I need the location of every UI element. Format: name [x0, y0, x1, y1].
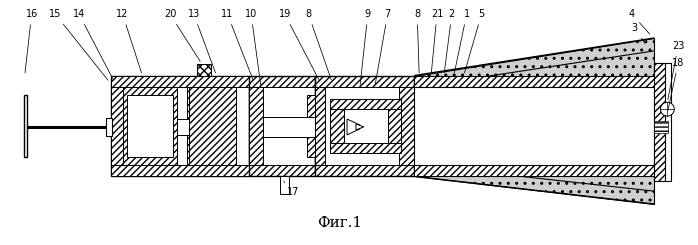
Text: Фиг.1: Фиг.1 [318, 216, 363, 230]
Text: 18: 18 [668, 58, 684, 110]
Bar [197, 64, 211, 75]
Bar [655, 121, 669, 133]
Text: 20: 20 [164, 9, 200, 61]
Text: 1: 1 [454, 9, 470, 73]
Bar [655, 63, 667, 181]
Text: 10: 10 [245, 9, 260, 85]
Bar [330, 109, 344, 143]
Bar [111, 75, 249, 87]
Bar [123, 87, 177, 165]
Bar [187, 87, 237, 165]
Bar [414, 165, 655, 176]
Polygon shape [356, 124, 364, 130]
Text: 8: 8 [306, 9, 332, 80]
Text: 23: 23 [668, 41, 685, 99]
Bar [315, 75, 414, 176]
Text: 13: 13 [188, 9, 216, 73]
Text: 7: 7 [376, 9, 391, 85]
Text: 5: 5 [464, 9, 484, 73]
Text: 11: 11 [221, 9, 253, 80]
Bar [665, 63, 671, 181]
Text: 16: 16 [25, 9, 38, 73]
Bar [263, 117, 315, 137]
Text: 3: 3 [632, 23, 645, 44]
Bar [315, 75, 414, 87]
Bar [249, 87, 263, 165]
Bar [249, 165, 315, 176]
Bar [308, 95, 315, 157]
Bar [111, 87, 123, 165]
Bar [111, 75, 249, 176]
Text: 14: 14 [73, 9, 113, 80]
Text: 2: 2 [444, 9, 455, 73]
Bar [414, 87, 655, 165]
Bar [399, 87, 414, 165]
Bar [315, 87, 414, 165]
Polygon shape [414, 38, 655, 75]
Text: 21: 21 [431, 9, 443, 73]
Bar [280, 176, 289, 194]
Bar [315, 87, 325, 165]
Bar [177, 119, 189, 135]
Polygon shape [414, 176, 655, 204]
Bar [249, 75, 315, 87]
Bar [414, 87, 655, 165]
Text: 12: 12 [117, 9, 142, 73]
Bar [330, 143, 401, 153]
Text: 15: 15 [49, 9, 108, 80]
Bar [330, 99, 401, 109]
Bar [126, 95, 173, 157]
Bar [387, 109, 401, 143]
Text: 4: 4 [629, 9, 650, 34]
Text: 17: 17 [284, 181, 300, 197]
Text: 8: 8 [414, 9, 420, 73]
Bar [24, 95, 27, 157]
Circle shape [660, 102, 674, 116]
Bar [111, 165, 249, 176]
Polygon shape [347, 119, 360, 135]
Bar [330, 99, 401, 153]
Bar [315, 165, 414, 176]
Bar [414, 75, 655, 87]
Bar [249, 75, 315, 176]
Text: 9: 9 [360, 9, 371, 85]
Bar [106, 118, 112, 136]
Text: 19: 19 [279, 9, 319, 80]
